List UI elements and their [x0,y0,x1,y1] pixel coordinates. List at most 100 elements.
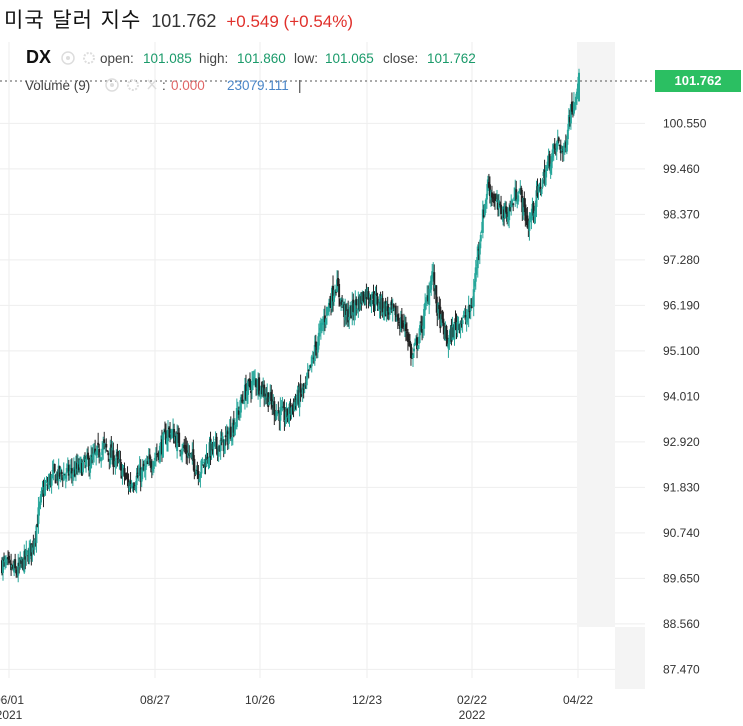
eye-icon[interactable] [61,51,75,65]
candle-body [272,401,275,406]
candle-body [65,467,68,473]
candle-body [112,450,115,467]
gear-icon[interactable] [83,52,95,64]
candlestick-chart[interactable]: 101.762 100.550 99.460 98.370 97.280 96.190 9… [0,38,743,726]
candle-body [117,458,120,460]
y-tick-label: 95.100 [663,344,700,358]
candle-body [366,288,369,298]
candle-body [184,444,187,450]
candle-body [523,197,526,208]
candle-body [476,246,479,269]
candle-body [564,141,567,148]
candle-body [161,434,164,458]
candle-body [442,318,445,327]
candle-body [309,364,312,367]
candle-body [107,452,110,456]
candle-body [155,453,158,455]
candle-body [303,386,306,389]
low-value: 101.065 [325,51,374,66]
candle-body [499,203,502,205]
candle-body [31,544,34,553]
candle-body [84,460,87,463]
candle-body [162,431,165,435]
candle-body [348,316,351,321]
candle-body [548,154,551,170]
candle-body [171,430,174,437]
candle-body [570,101,573,112]
candle-body [447,343,450,349]
candle-body [359,294,362,311]
candle-body [232,419,235,433]
candle-body [13,562,16,573]
candle-body [242,402,245,404]
candle-body [400,314,403,328]
candle-body [428,288,431,305]
candle-body [423,308,426,329]
candle-body [136,472,139,478]
candle-body [387,309,390,315]
candle-body [237,410,240,415]
candle-body [471,304,474,307]
candle-body [190,452,193,454]
candle-body [172,428,175,433]
candle-body [268,402,271,406]
candle-body [500,204,503,215]
candle-body [191,452,194,458]
candle-body [260,385,263,395]
candle-body [167,429,170,442]
candle-body [367,291,370,300]
candle-body [536,186,539,197]
candle-body [377,306,380,309]
candle-body [71,474,74,477]
candle-body [58,466,61,477]
open-label: open: [100,51,134,66]
candle-body [244,383,247,400]
candle-body [49,474,52,486]
candle-body [448,334,451,342]
candle-body [120,464,123,479]
candle-body [275,410,278,420]
candle-body [528,220,531,231]
candle-body [129,481,132,486]
y-tick-label: 91.830 [663,480,700,494]
candle-body [234,422,237,424]
candle-body [491,197,494,199]
candle-body [137,473,140,476]
candle-body [96,445,99,456]
candle-body [511,200,514,206]
candle-body [439,306,442,329]
candle-body [343,304,346,318]
candle-body [469,305,472,311]
candle-body [43,486,46,494]
volume-gear-icon[interactable] [127,79,139,91]
candle-body [257,379,260,392]
candle-body [11,565,14,567]
candle-body [201,461,204,463]
candle-body [25,549,28,557]
candle-body [522,198,525,216]
candle-body [333,295,336,302]
candle-body [131,487,134,489]
candle-body [253,377,256,379]
candle-body [341,299,344,305]
candle-body [251,380,254,391]
candle-body [543,170,546,184]
candle-body [334,292,337,294]
candle-body [14,559,17,568]
y-tick-label: 88.560 [663,617,700,631]
candle-body [205,453,208,467]
candle-body [378,298,381,310]
candle-body [246,380,249,395]
candle-body [304,382,307,384]
candle-body [287,415,290,419]
candle-body [148,454,151,460]
candle-body [315,342,318,351]
candle-body [542,171,545,177]
candle-body [369,297,372,304]
volume-close-icon[interactable] [147,79,157,90]
y-tick-label: 98.370 [663,207,700,221]
candle-body [44,485,47,491]
candle-body [20,560,23,564]
candle-body [16,573,19,576]
volume-eye-icon[interactable] [105,78,119,92]
